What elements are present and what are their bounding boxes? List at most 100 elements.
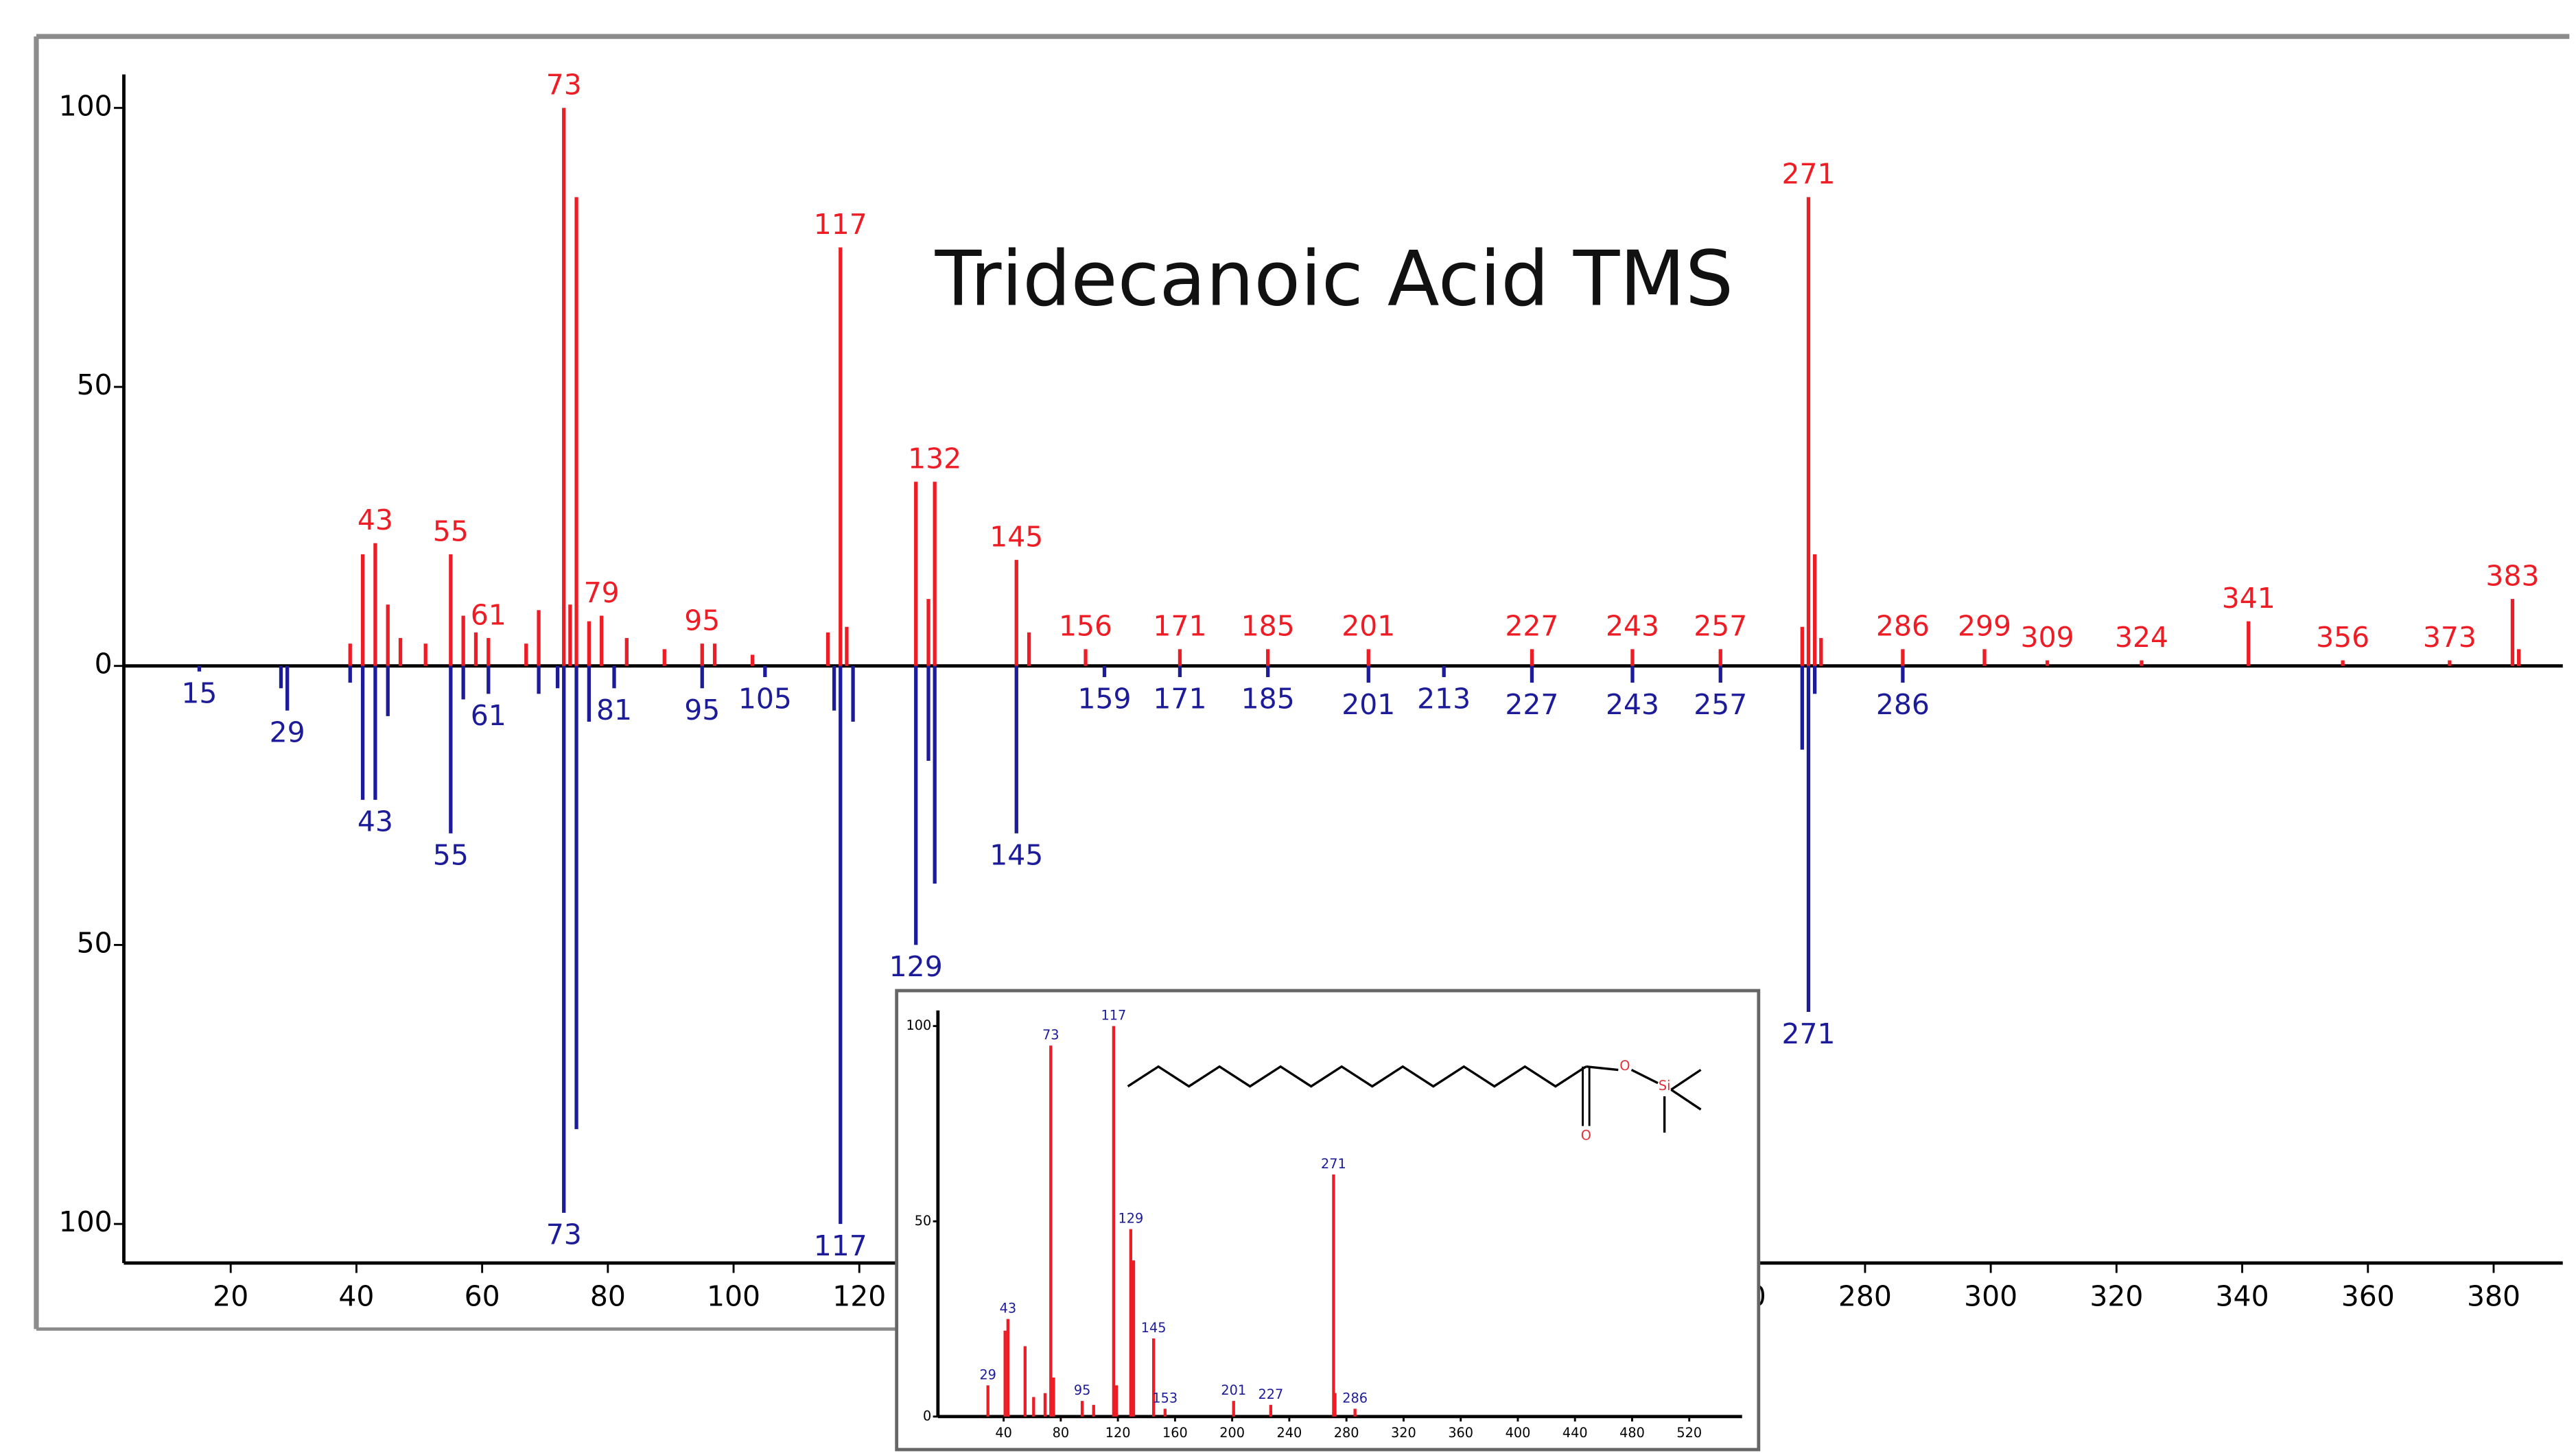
x-tick-label: 380	[2467, 1279, 2520, 1312]
peak-label: 73	[1042, 1027, 1059, 1043]
peak-label: 171	[1153, 683, 1206, 716]
y-tick-label: 50	[77, 368, 113, 401]
peak-label: 129	[889, 950, 943, 983]
x-tick-label: 320	[1391, 1425, 1416, 1441]
peak-label: 156	[1059, 610, 1112, 643]
x-tick-label: 440	[1562, 1425, 1588, 1441]
atom-label: O	[1581, 1127, 1591, 1143]
x-tick-label: 320	[2089, 1279, 2143, 1312]
x-tick-label: 280	[1334, 1425, 1359, 1441]
peak-label: 61	[471, 598, 506, 631]
peak-label: 213	[1417, 683, 1471, 716]
x-tick-label: 120	[1105, 1425, 1131, 1441]
peak-label: 356	[2316, 621, 2369, 654]
peak-label: 373	[2423, 621, 2477, 654]
peak-label: 145	[990, 520, 1043, 553]
peak-label: 117	[1101, 1008, 1126, 1024]
x-tick-label: 360	[2341, 1279, 2395, 1312]
y-tick-label: 0	[95, 648, 113, 681]
x-tick-label: 20	[213, 1279, 248, 1312]
peak-label: 185	[1241, 683, 1295, 716]
peak-label: 243	[1606, 610, 1659, 643]
peak-label: 55	[433, 515, 469, 547]
atom-label: Si	[1659, 1078, 1671, 1094]
peak-label: 95	[684, 604, 720, 637]
peak-label: 257	[1694, 688, 1747, 721]
peak-label: 159	[1077, 683, 1131, 716]
x-tick-label: 240	[1277, 1425, 1302, 1441]
peak-label: 243	[1606, 688, 1659, 721]
atom-label: O	[1619, 1058, 1630, 1074]
peak-label: 117	[814, 1229, 867, 1262]
peak-label: 43	[358, 805, 393, 838]
peak-label: 117	[814, 208, 867, 241]
peak-label: 341	[2222, 582, 2275, 615]
x-tick-label: 480	[1619, 1425, 1645, 1441]
peak-label: 132	[908, 442, 961, 475]
peak-label: 271	[1321, 1156, 1346, 1172]
y-tick-label: 50	[915, 1213, 932, 1229]
structure-bond	[1127, 1065, 1587, 1088]
peak-label: 73	[546, 1218, 582, 1251]
x-tick-label: 100	[707, 1279, 760, 1312]
peak-label: 324	[2115, 621, 2168, 654]
peak-label: 55	[433, 839, 469, 872]
peak-label: 171	[1153, 610, 1206, 643]
y-tick-label: 100	[59, 89, 113, 122]
x-tick-label: 160	[1162, 1425, 1188, 1441]
structure-bond	[1670, 1089, 1702, 1111]
peak-label: 153	[1152, 1391, 1178, 1406]
peak-label: 145	[1141, 1320, 1167, 1336]
peak-label: 286	[1876, 688, 1930, 721]
peak-label: 129	[1118, 1211, 1143, 1227]
peak-label: 105	[738, 683, 792, 716]
x-tick-label: 60	[465, 1279, 500, 1312]
y-tick-label: 100	[906, 1017, 931, 1033]
structure-bond	[1630, 1069, 1659, 1085]
y-tick-label: 50	[77, 926, 113, 959]
peak-label: 185	[1241, 610, 1295, 643]
structure-bond	[1670, 1069, 1702, 1091]
peak-label: 271	[1781, 1017, 1835, 1050]
peak-label: 257	[1694, 610, 1747, 643]
x-tick-label: 40	[338, 1279, 374, 1312]
peak-label: 43	[1000, 1301, 1017, 1316]
x-tick-label: 520	[1676, 1425, 1702, 1441]
x-tick-label: 300	[1964, 1279, 2017, 1312]
peak-label: 29	[979, 1367, 996, 1382]
peak-label: 227	[1505, 688, 1558, 721]
peak-label: 79	[584, 576, 620, 609]
structure-bond	[1586, 1065, 1619, 1072]
peak-label: 95	[1074, 1382, 1091, 1398]
y-tick-label: 100	[59, 1205, 113, 1238]
peak-label: 15	[181, 677, 217, 710]
x-tick-label: 40	[995, 1425, 1012, 1441]
y-tick-label: 0	[923, 1408, 931, 1424]
x-tick-label: 120	[832, 1279, 886, 1312]
peak-label: 81	[596, 694, 632, 726]
peak-label: 73	[546, 69, 582, 102]
peak-label: 286	[1876, 610, 1930, 643]
peak-label: 286	[1342, 1391, 1368, 1406]
peak-label: 227	[1258, 1386, 1283, 1402]
peak-label: 95	[684, 694, 720, 726]
peak-label: 61	[471, 699, 506, 732]
x-tick-label: 400	[1506, 1425, 1531, 1441]
peak-label: 29	[270, 716, 305, 749]
peak-label: 201	[1221, 1382, 1246, 1398]
peak-label: 271	[1781, 158, 1835, 191]
x-tick-label: 80	[590, 1279, 626, 1312]
peak-label: 201	[1342, 688, 1395, 721]
x-tick-label: 340	[2216, 1279, 2269, 1312]
peak-label: 383	[2485, 559, 2539, 592]
x-tick-label: 280	[1838, 1279, 1892, 1312]
x-tick-label: 200	[1219, 1425, 1245, 1441]
chart-title: Tridecanoic Acid TMS	[935, 235, 1734, 323]
peak-label: 227	[1505, 610, 1558, 643]
inset-frame	[895, 989, 1761, 1452]
peak-label: 299	[1958, 610, 2011, 643]
peak-label: 43	[358, 504, 393, 536]
peak-label: 145	[990, 839, 1043, 872]
